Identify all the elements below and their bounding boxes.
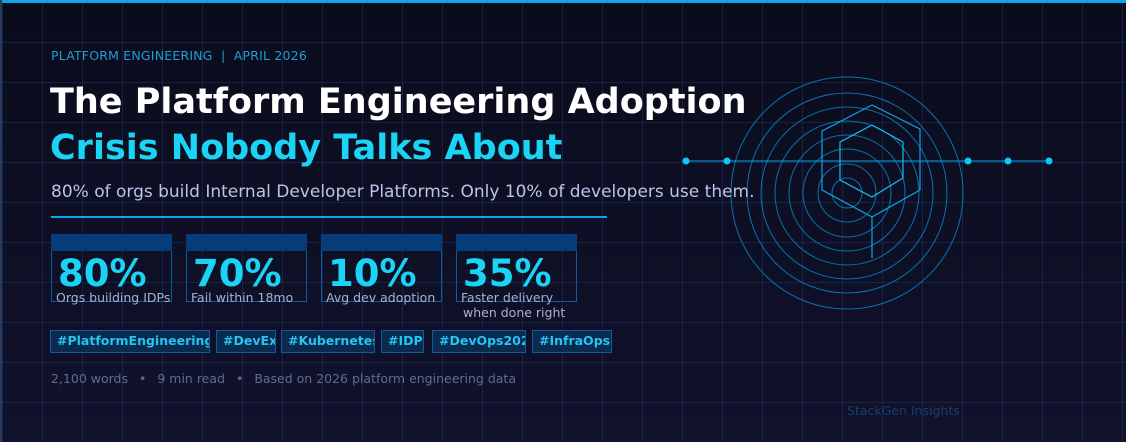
tag-idp[interactable]: #IDP [381, 330, 424, 353]
bullet-separator: • [235, 371, 244, 386]
divider-line [51, 216, 607, 218]
headline-line-1: The Platform Engineering Adoption [50, 82, 747, 122]
stat-label-line-2: when done right [463, 305, 566, 320]
stat-card-header-bar [456, 234, 577, 251]
stat-card-frame [456, 251, 577, 302]
stat-value: 80% [58, 252, 147, 295]
stat-card-fail-rate: 70% Fail within 18mo [186, 234, 307, 305]
stat-card-header-bar [186, 234, 307, 251]
stat-value: 35% [463, 252, 552, 295]
read-time: 9 min read [157, 371, 225, 386]
headline-line-2: Crisis Nobody Talks About [50, 128, 563, 168]
left-edge-line [0, 0, 2, 442]
subtitle: 80% of orgs build Internal Developer Pla… [51, 182, 755, 202]
tag-devops2026[interactable]: #DevOps2026 [432, 330, 526, 353]
stat-card-dev-adoption: 10% Avg dev adoption [321, 234, 442, 305]
tag-platform-engineering[interactable]: #PlatformEngineering [50, 330, 210, 353]
brand-watermark: StackGen Insights [847, 403, 960, 418]
stat-card-frame [51, 251, 172, 302]
top-accent-bar [0, 0, 1126, 3]
stat-card-header-bar [321, 234, 442, 251]
stat-card-header-bar [51, 234, 172, 251]
stat-card-faster-delivery: 35% Faster delivery when done right [456, 234, 577, 320]
stat-label: Avg dev adoption [326, 290, 436, 305]
stat-value: 10% [328, 252, 417, 295]
category-date-kicker: PLATFORM ENGINEERING | APRIL 2026 [51, 48, 307, 63]
stat-card-frame [321, 251, 442, 302]
tag-infraops[interactable]: #InfraOps [532, 330, 612, 353]
stat-label: Fail within 18mo [191, 290, 294, 305]
tag-kubernetes[interactable]: #Kubernetes [281, 330, 375, 353]
bullet-separator: • [138, 371, 147, 386]
article-meta: 2,100 words • 9 min read • Based on 2026… [51, 371, 516, 386]
stat-label-line-1: Faster delivery [461, 290, 554, 305]
stat-value: 70% [193, 252, 282, 295]
data-source: Based on 2026 platform engineering data [254, 371, 516, 386]
stat-card-frame [186, 251, 307, 302]
stat-card-orgs-building: 80% Orgs building IDPs [51, 234, 172, 305]
stat-label: Orgs building IDPs [56, 290, 171, 305]
tag-devex[interactable]: #DevEx [216, 330, 276, 353]
word-count: 2,100 words [51, 371, 128, 386]
